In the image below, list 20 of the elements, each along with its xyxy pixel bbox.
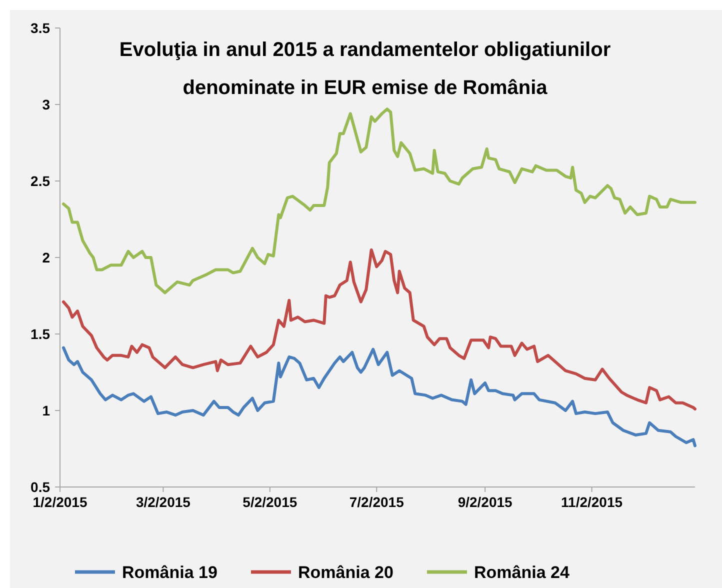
x-tick-label: 11/2/2015 [561, 494, 623, 510]
y-tick-label: 1 [42, 402, 50, 418]
x-tick-label: 9/2/2015 [458, 494, 513, 510]
y-tick-label: 1.5 [30, 326, 50, 342]
x-tick-label: 5/2/2015 [242, 494, 298, 510]
line-series [62, 248, 696, 410]
legend-label: România 20 [298, 562, 394, 582]
line-series [62, 346, 696, 448]
x-tick-label: 1/2/2015 [32, 494, 88, 510]
legend-label: România 19 [122, 562, 218, 582]
y-tick-label: 0.5 [30, 478, 50, 495]
y-tick-label: 3.5 [30, 20, 50, 36]
y-tick-label: 2.5 [30, 172, 50, 189]
y-tick-label: 2 [42, 249, 50, 266]
line-series [62, 108, 696, 294]
x-tick-label: 3/2/2015 [136, 494, 191, 510]
x-tick-label: 7/2/2015 [349, 494, 404, 510]
text: Evoluţia in anul 2015 a randamentelor obligatiunilor denominate in EUR emise de România [119, 39, 611, 99]
legend-label: România 24 [474, 562, 570, 582]
y-tick-label: 3 [42, 96, 50, 112]
